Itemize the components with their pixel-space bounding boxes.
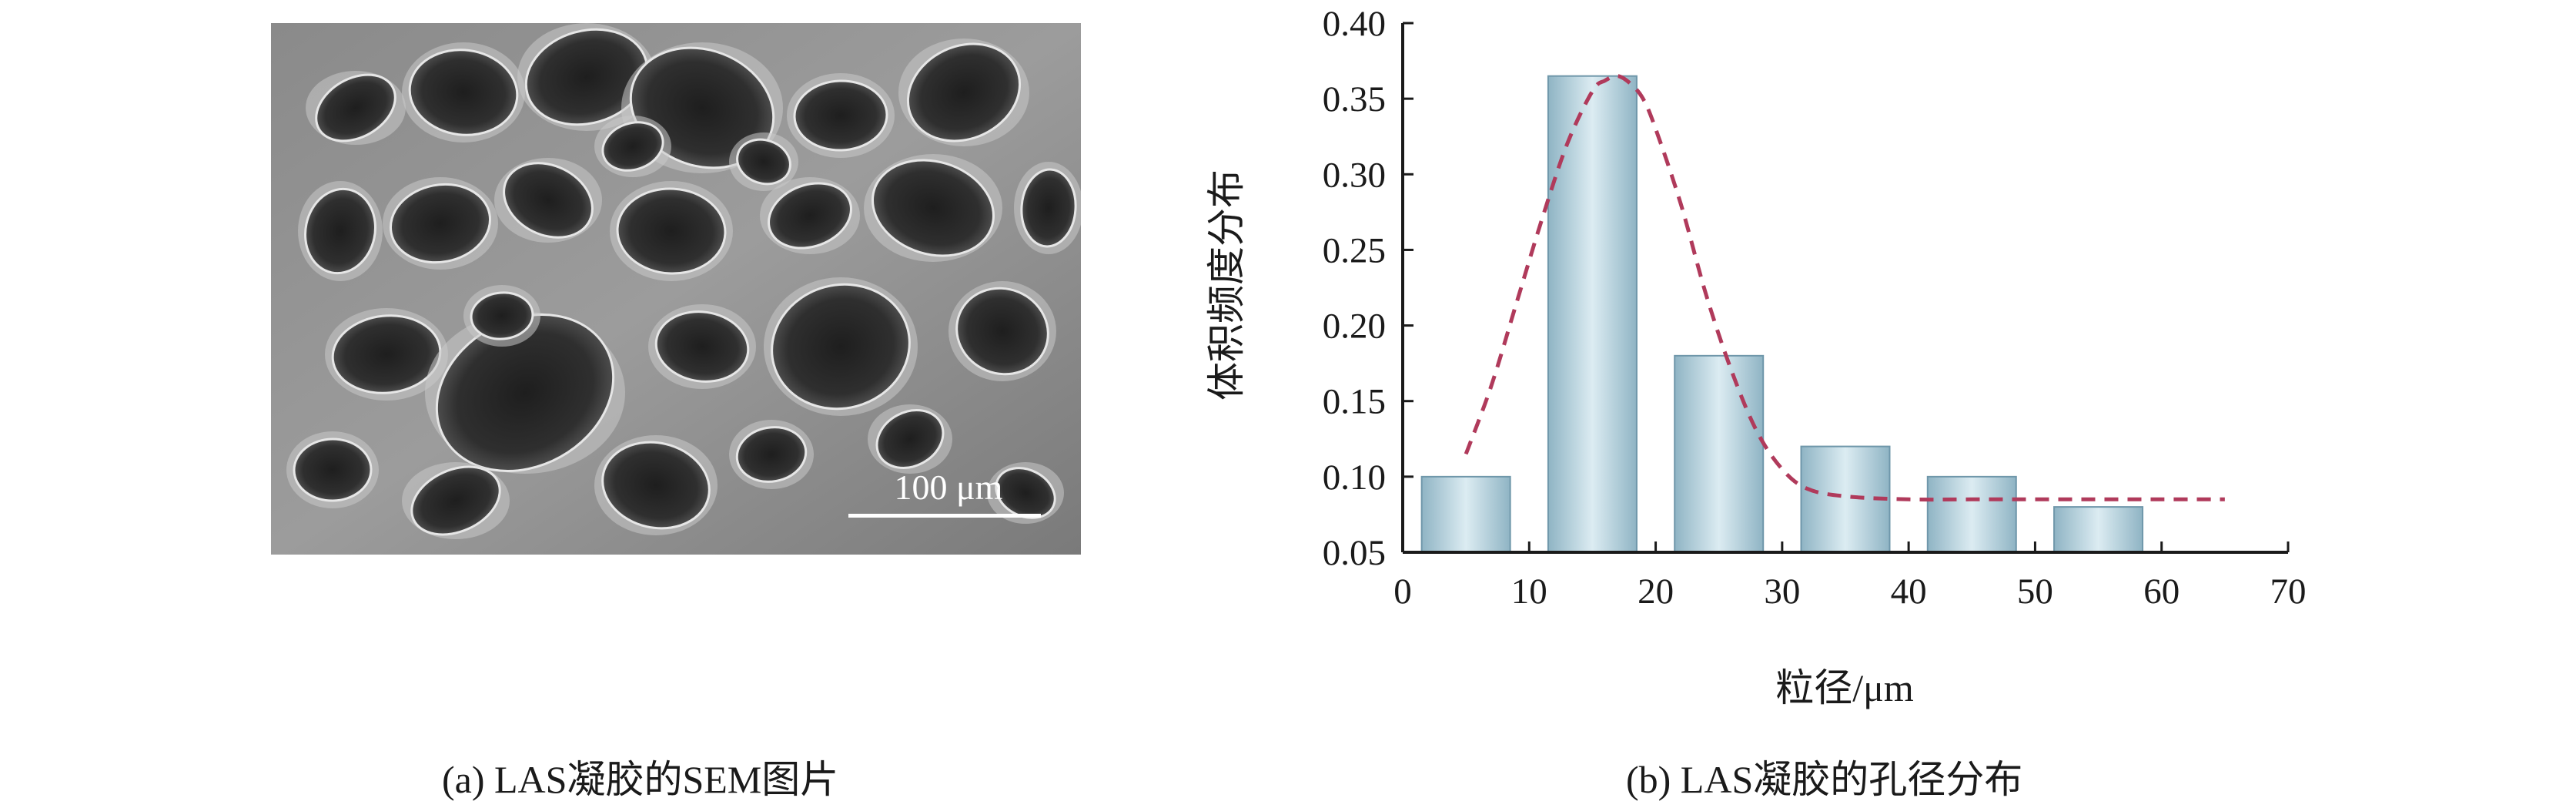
pore — [906, 42, 1022, 142]
scale-bar: 100 μm — [848, 468, 1041, 518]
pore — [410, 465, 501, 536]
y-tick-label: 0.30 — [1323, 155, 1386, 195]
bar — [1674, 354, 1765, 554]
y-axis-title: 体积频度分布 — [1205, 169, 1248, 401]
y-tick-label: 0.20 — [1323, 307, 1386, 347]
x-tick-label: 10 — [1511, 572, 1547, 612]
bar-series — [1420, 75, 2144, 554]
axes — [1401, 23, 2288, 554]
bar — [1420, 475, 1511, 553]
y-tick-label: 0.05 — [1323, 533, 1386, 573]
pore — [768, 182, 852, 250]
pore — [601, 441, 711, 530]
caption-a: (a) LAS凝胶的SEM图片 — [442, 758, 839, 801]
x-axis-title: 粒径/μm — [1775, 666, 1914, 709]
x-tick-label: 50 — [2017, 572, 2053, 612]
pore — [331, 314, 442, 394]
pore-size-chart: 0.05 0.10 0.15 0.20 0.25 0.30 0.35 0.40 0 10 20 30… — [1205, 4, 2307, 709]
fit-curve — [1464, 74, 2225, 502]
pore — [736, 138, 791, 186]
x-tick-label: 70 — [2270, 572, 2307, 612]
x-tick-label: 40 — [1891, 572, 1927, 612]
bar — [1547, 75, 1638, 553]
pore — [389, 183, 492, 264]
y-tick-label: 0.10 — [1323, 458, 1386, 498]
y-tick-label: 0.25 — [1323, 230, 1386, 270]
sem-micrograph: 100 μm — [271, 23, 1081, 555]
pore — [771, 283, 911, 411]
sem-pores — [286, 23, 1081, 539]
pore — [524, 28, 649, 126]
pore — [304, 187, 376, 275]
sem-image-panel: 100 μm — [271, 23, 1081, 555]
pore — [735, 426, 808, 483]
y-tick-label: 0.15 — [1323, 382, 1386, 422]
pore — [616, 187, 727, 275]
pore — [871, 159, 995, 257]
pore — [293, 438, 373, 502]
x-tick-label: 60 — [2143, 572, 2180, 612]
x-tick-label: 30 — [1764, 572, 1800, 612]
y-ticks: 0.05 0.10 0.15 0.20 0.25 0.30 0.35 0.40 — [1323, 4, 1413, 573]
caption-b: (b) LAS凝胶的孔径分布 — [1626, 758, 2023, 801]
pore — [793, 79, 888, 152]
x-tick-label: 20 — [1638, 572, 1674, 612]
bar — [2053, 506, 2144, 553]
pore — [654, 310, 750, 383]
y-tick-label: 0.35 — [1323, 79, 1386, 119]
pore — [503, 162, 594, 239]
pore — [955, 287, 1049, 376]
pore — [408, 49, 519, 136]
x-tick-label: 0 — [1393, 572, 1412, 612]
pore — [1020, 168, 1077, 248]
x-ticks: 0 10 20 30 40 50 60 70 — [1393, 541, 2307, 612]
scale-bar-label: 100 μm — [895, 468, 1003, 507]
bar — [1926, 475, 2017, 553]
y-tick-label: 0.40 — [1323, 4, 1386, 44]
scale-bar-line — [848, 514, 1041, 518]
pore — [315, 73, 396, 142]
pore — [601, 121, 664, 172]
pore — [875, 409, 945, 469]
pore — [995, 467, 1056, 519]
pore — [470, 291, 534, 340]
